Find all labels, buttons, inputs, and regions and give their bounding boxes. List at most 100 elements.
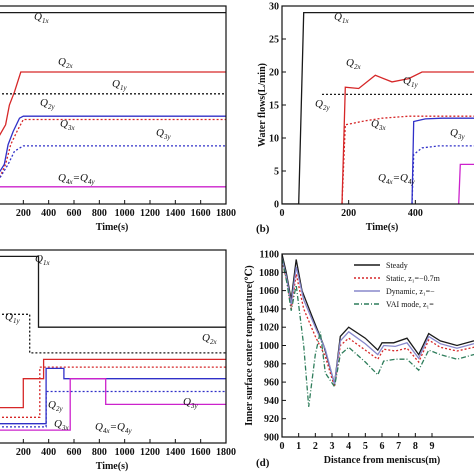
series-line-4 [411,117,474,204]
flow-label: Q3y [450,127,465,141]
series-line-4 [0,115,226,173]
series-line-2 [341,71,474,204]
x-tick-label: 2 [313,441,318,452]
panel-label: (b) [256,223,270,235]
legend-label: Static, z₁=−0.7m [386,274,441,283]
x-tick-label: 1800 [216,208,236,219]
series-line-7 [458,163,474,204]
series-line-1 [282,11,474,204]
y-tick-label: 980 [264,359,279,370]
legend-label: VAI mode, z₁= [386,300,434,309]
series-line-6 [411,145,474,204]
x-tick-label: 3 [330,441,335,452]
x-tick-label: 1200 [140,447,160,458]
series-line-1 [282,254,474,385]
series-group [0,11,226,188]
series-line-7 [0,378,226,431]
legend-box [350,257,474,311]
y-tick-label: 25 [269,35,279,46]
y-tick-label: 10 [269,134,279,145]
flow-label: Q1x [334,11,349,25]
chart-panel-d: 0 1 2 3 4 5 6 7 8 9 900 920 940 960 980 1000 1020 1040 106… [244,250,474,469]
x-tick-label: 1800 [216,447,236,458]
flow-label: Q4x=Q4y [378,172,415,186]
x-tick-label: 1000 [115,447,135,458]
x-tick-label: 800 [92,208,107,219]
flow-label: Q3y [156,127,171,141]
series-group [282,11,474,204]
x-tick-label: 1400 [165,447,185,458]
series-line-2 [282,261,474,387]
y-tick-label: 15 [269,101,279,112]
x-tick-label: 5 [363,441,368,452]
series-line-2 [0,71,226,136]
x-axis-label: Time(s) [96,222,129,233]
flow-label: Q4x=Q4y [95,421,132,435]
legend-label: Dynamic, z₁=− [386,287,435,296]
y-tick-label: 1100 [260,250,279,261]
series-line-5 [0,367,226,425]
chart-panel-c: 200 400 600 800 1000 1200 1400 1600 1800 Time(s) Q… [0,249,236,472]
x-axis-label: Distance from meniscus(m) [324,455,440,466]
flow-label: Q2y [48,399,63,413]
series-line-3 [282,257,474,385]
y-tick-label: 1020 [259,323,279,334]
x-tick-label: 0 [280,441,285,452]
x-tick-label: 400 [408,208,423,219]
y-axis-label: Inner surface center temperature(℃) [244,265,255,426]
y-tick-label: 1060 [259,286,279,297]
y-tick-label: 900 [264,433,279,444]
y-tick-label: 5 [274,167,279,178]
x-tick-label: 6 [380,441,385,452]
flow-label: Q4x=Q4y [58,172,95,186]
y-tick-label: 1080 [259,268,279,279]
y-tick-label: 30 [269,2,279,13]
x-axis-label: Time(s) [96,461,129,472]
flow-label: Q2y [40,97,55,111]
y-axis-label: Water flows(L/min) [257,63,268,147]
flow-label: Q3y [183,396,198,410]
series-group [0,255,226,431]
y-tick-label: 20 [269,68,279,79]
x-tick-label: 1600 [191,447,211,458]
x-tick-label: 1600 [191,208,211,219]
panel-label: (d) [256,457,270,469]
chart-panel-b: 0 200 400 0 5 10 15 20 25 30 Time(s) Water flows(L/… [256,2,474,235]
x-tick-label: 4 [346,441,351,452]
x-axis-label: Time(s) [366,222,399,233]
series-line-1 [0,255,226,328]
x-tick-label: 0 [280,208,285,219]
x-tick-label: 7 [396,441,401,452]
flow-label: Q3x [371,118,386,132]
x-tick-label: 400 [41,208,56,219]
y-tick-label: 940 [264,396,279,407]
y-tick-label: 1000 [259,341,279,352]
x-tick-label: 1 [296,441,301,452]
series-line-3 [0,358,226,409]
x-tick-label: 1000 [115,208,135,219]
y-tick-label: 1040 [259,304,279,315]
flow-label: Q1y [403,75,418,89]
series-line-5 [0,118,226,179]
flow-label: Q2x [202,332,217,346]
series-line-6 [0,145,226,179]
flow-label: Q2y [315,98,330,112]
plot-frame [0,5,227,205]
flow-label: Q2x [346,57,361,71]
chart-panel-a: 200 400 600 800 1000 1200 1400 1600 1800 Time(s) Q… [0,5,236,233]
x-tick-label: 400 [41,447,56,458]
series-line-2 [0,313,226,354]
series-line-5 [341,115,474,204]
x-tick-label: 8 [413,441,418,452]
x-tick-label: 200 [16,208,31,219]
x-tick-label: 200 [16,447,31,458]
series-group [282,254,474,407]
series-line-6 [0,390,226,428]
x-tick-label: 1200 [140,208,160,219]
series-line-4 [282,258,474,407]
flow-label: Q3x [60,118,75,132]
flow-label: Q1x [34,11,49,25]
flow-label: Q1y [5,311,20,325]
y-tick-label: 960 [264,378,279,389]
x-tick-label: 1400 [165,208,185,219]
